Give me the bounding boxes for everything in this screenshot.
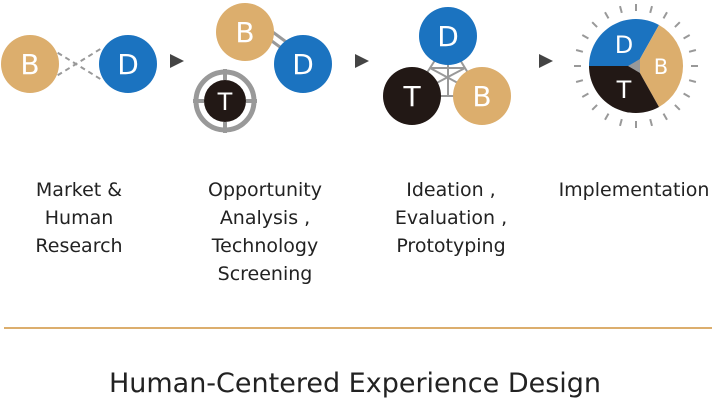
stage-3-technology-circle: T — [383, 67, 441, 125]
stage-1-design-circle: D — [99, 35, 157, 93]
stage-4-graphic: D B T — [574, 4, 698, 128]
crosshair-icon — [193, 69, 257, 133]
sunburst-ray — [683, 92, 691, 98]
sunburst-ray — [662, 113, 668, 121]
sunburst-rays-icon — [574, 4, 698, 128]
stage-1-label-line-2: Human — [44, 207, 114, 229]
stage-1-graphic: B D — [1, 35, 157, 93]
stage-2-label: Opportunity Analysis , Technology Screen… — [190, 176, 340, 288]
sunburst-ray — [688, 49, 697, 53]
stage-3-technology-letter: T — [402, 80, 421, 113]
stage-2-design-letter: D — [292, 48, 314, 81]
sunburst-ray — [575, 49, 584, 53]
stage-2-business-circle: B — [216, 3, 274, 61]
stage-1-label-line-1: Market & — [35, 179, 123, 201]
stage-2-label-line-2: Analysis , — [219, 207, 311, 229]
sunburst-ray — [649, 5, 653, 14]
stage-3-label-line-2: Evaluation , — [394, 207, 508, 229]
sunburst-ray — [662, 11, 668, 19]
stage-2-business-letter: B — [235, 16, 254, 49]
footer-title: Human-Centered Experience Design — [108, 368, 602, 399]
stage-3-business-letter: B — [472, 80, 491, 113]
stage-1-business-circle: B — [1, 35, 59, 93]
sunburst-ray — [688, 79, 697, 83]
sunburst-ray — [581, 34, 589, 40]
stage-1-label-line-3: Research — [35, 235, 123, 257]
sunburst-ray — [581, 92, 589, 98]
stage-4-label-line-1: Implementation — [558, 179, 710, 201]
stage-2-label-line-1: Opportunity — [207, 179, 323, 201]
arrow-3-icon — [539, 54, 553, 68]
stage-2-technology-letter: T — [217, 88, 233, 116]
stage-1-design-letter: D — [117, 48, 139, 81]
stage-4-business-letter: B — [654, 55, 668, 79]
sunburst-ray — [674, 21, 681, 28]
stage-2-design-circle: D — [274, 35, 332, 93]
stage-2-technology-circle: T — [204, 80, 246, 122]
sunburst-ray — [683, 34, 691, 40]
process-diagram: B D B D — [1, 3, 698, 133]
stage-3-design-circle: D — [419, 7, 477, 65]
stage-3-label-line-3: Prototyping — [396, 235, 506, 257]
stage-3-business-circle: B — [453, 67, 511, 125]
stage-4-technology-letter: T — [616, 76, 632, 104]
sunburst-ray — [619, 118, 623, 127]
stage-2-label-line-4: Screening — [217, 263, 313, 285]
arrow-1-icon — [170, 54, 184, 68]
divider-line — [4, 327, 712, 329]
sunburst-ray — [604, 113, 610, 121]
stage-2-label-line-3: Technology — [211, 235, 319, 257]
stage-3-graphic: D T B — [383, 7, 511, 125]
implementation-pie: D B T — [589, 18, 684, 114]
stage-1-connector — [49, 47, 103, 81]
stage-1-label: Market & Human Research — [10, 176, 148, 260]
stage-4-design-letter: D — [615, 31, 633, 59]
sunburst-ray — [649, 118, 653, 127]
stage-2-graphic: B D T — [193, 3, 332, 133]
sunburst-ray — [604, 11, 610, 19]
stage-1-business-letter: B — [20, 48, 39, 81]
sunburst-ray — [619, 5, 623, 14]
sunburst-ray — [591, 104, 598, 111]
sunburst-ray — [591, 21, 598, 28]
stage-3-design-letter: D — [437, 20, 459, 53]
stage-4-label: Implementation — [556, 176, 712, 204]
stage-3-label-line-1: Ideation , — [406, 179, 496, 201]
sunburst-ray — [575, 79, 584, 83]
stage-3-label: Ideation , Evaluation , Prototyping — [376, 176, 526, 260]
arrow-2-icon — [355, 54, 369, 68]
sunburst-ray — [674, 104, 681, 111]
